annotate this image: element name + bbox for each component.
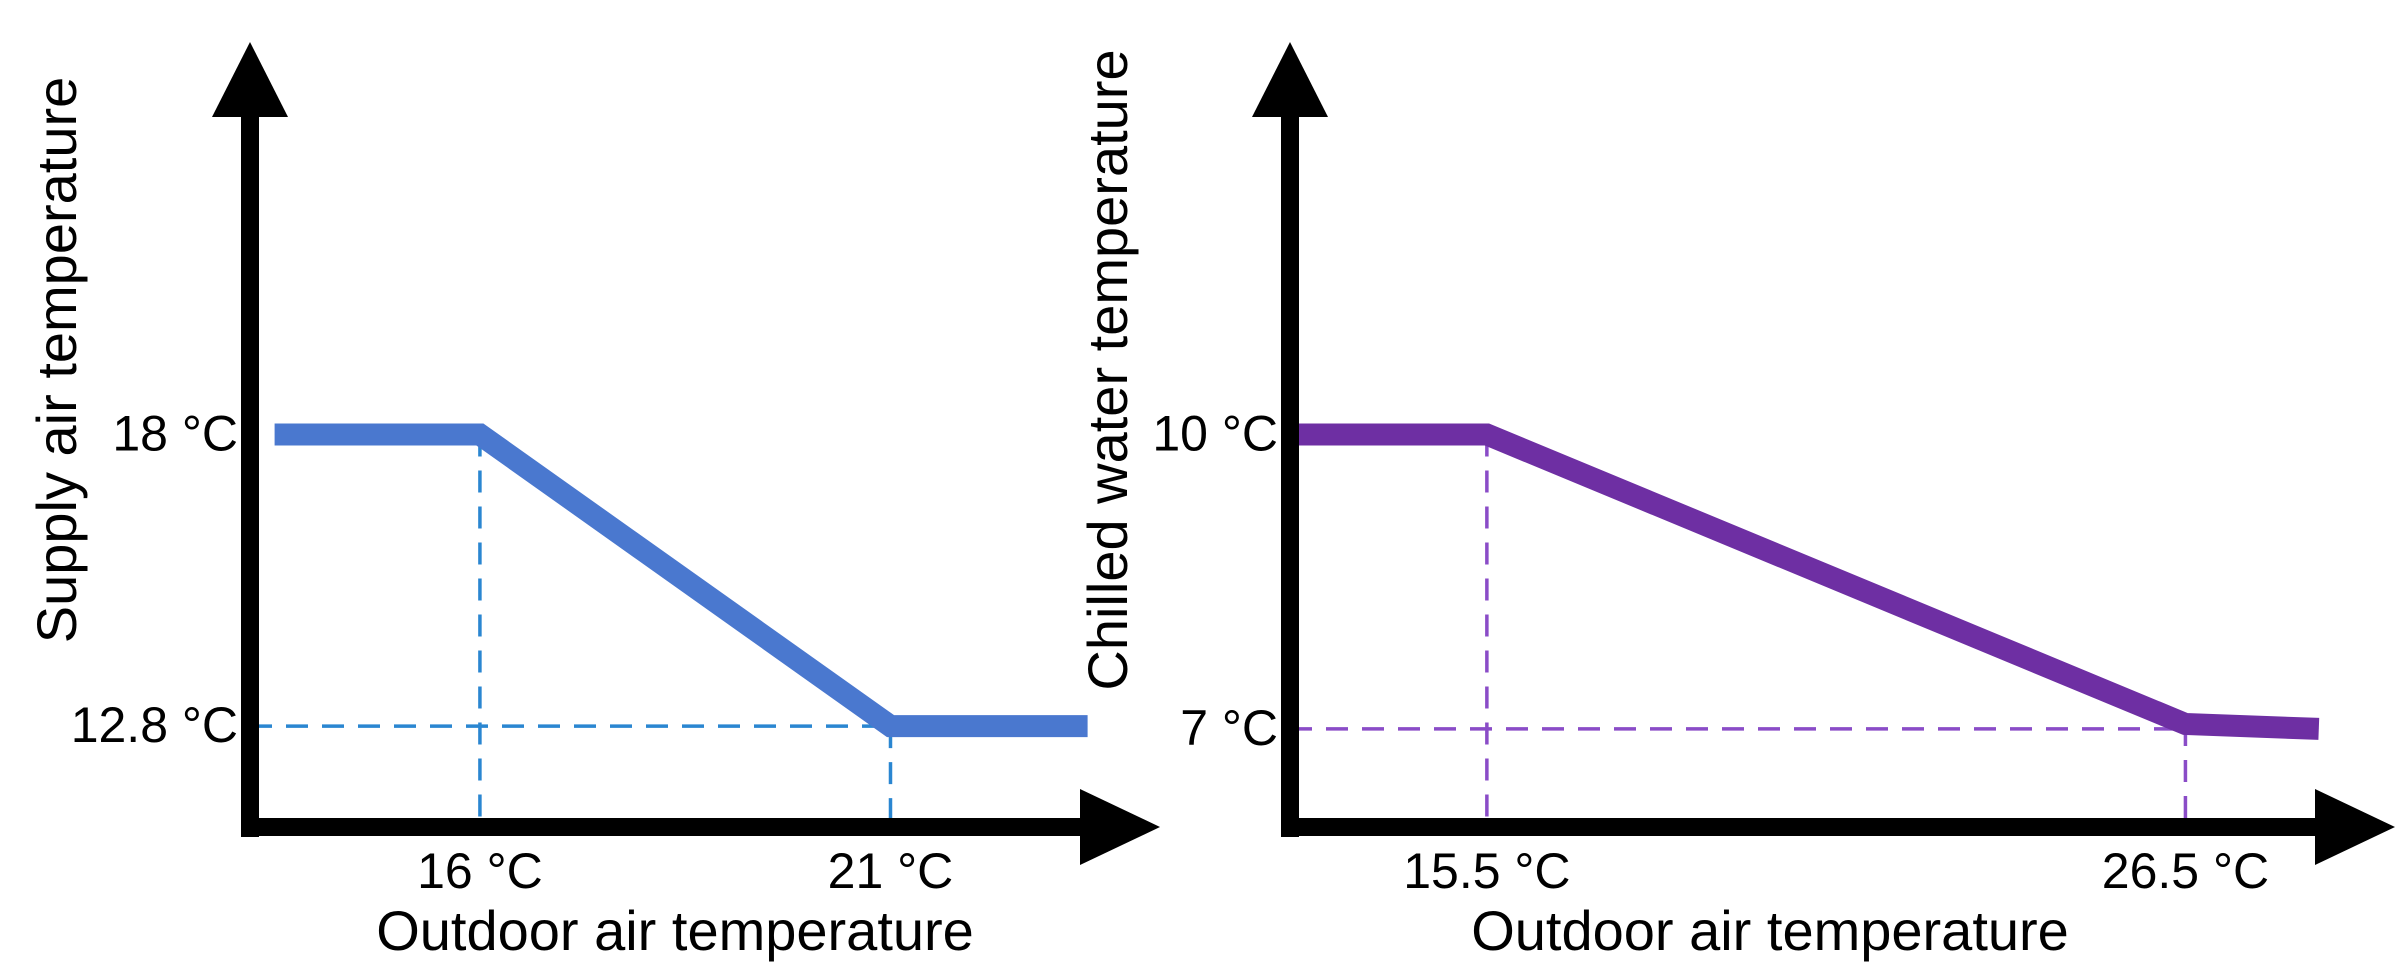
y-tick-label: 10 °C xyxy=(1152,406,1278,462)
x-tick-label: 26.5 °C xyxy=(2102,843,2269,899)
y-axis-title: Chilled water temperature xyxy=(1076,49,1139,690)
x-tick-label: 21 °C xyxy=(828,843,954,899)
x-tick-label: 16 °C xyxy=(417,843,543,899)
y-axis-arrow-icon xyxy=(1252,42,1328,117)
y-axis-arrow-icon xyxy=(212,42,288,117)
y-tick-label: 7 °C xyxy=(1180,700,1278,756)
x-axis-arrow-icon xyxy=(2315,789,2395,865)
x-tick-label: 15.5 °C xyxy=(1403,843,1570,899)
chart-chilled-water: Chilled water temperature Outdoor air te… xyxy=(1076,42,2395,962)
x-axis-arrow-icon xyxy=(1080,789,1160,865)
chart-supply-air: Supply air temperature Outdoor air tempe… xyxy=(25,42,1160,962)
series-line-0 xyxy=(274,423,1088,738)
x-axis-title: Outdoor air temperature xyxy=(376,899,974,962)
x-axis-title: Outdoor air temperature xyxy=(1471,899,2069,962)
y-axis-title: Supply air temperature xyxy=(25,77,88,644)
series-line-0 xyxy=(1296,423,2320,740)
y-tick-label: 18 °C xyxy=(112,406,238,462)
y-tick-label: 12.8 °C xyxy=(71,697,238,753)
